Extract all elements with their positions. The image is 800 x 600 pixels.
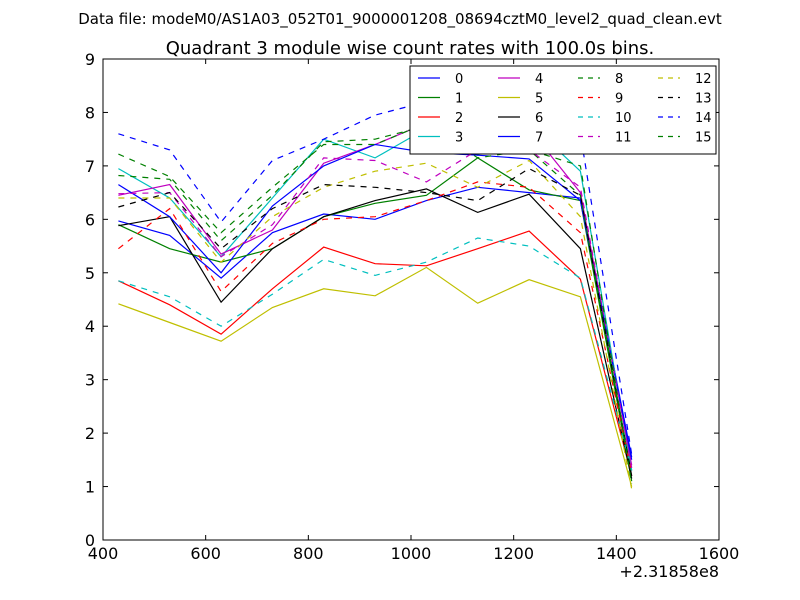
legend-label-2: 2 — [455, 111, 463, 126]
series-line-15 — [118, 122, 633, 484]
legend-label-1: 1 — [455, 92, 463, 107]
y-tick-label: 1 — [85, 478, 95, 497]
x-tick-label: 600 — [190, 544, 221, 563]
legend-label-4: 4 — [535, 72, 543, 87]
legend-label-8: 8 — [615, 72, 623, 87]
x-tick-label: 400 — [88, 544, 119, 563]
series-line-11 — [118, 149, 633, 469]
legend-box — [409, 65, 717, 155]
legend-label-5: 5 — [535, 92, 543, 107]
x-tick-label: 800 — [293, 544, 324, 563]
chart-suptitle: Data file: modeM0/AS1A03_052T01_90000012… — [78, 10, 722, 29]
y-tick-label: 5 — [85, 264, 95, 283]
y-tick-label: 2 — [85, 424, 95, 443]
y-tick-label: 9 — [85, 50, 95, 69]
series-line-1 — [118, 157, 633, 482]
series-line-7 — [118, 143, 633, 460]
y-tick-label: 6 — [85, 210, 95, 229]
legend-label-15: 15 — [695, 131, 712, 146]
legend-label-9: 9 — [615, 92, 623, 107]
x-tick-label: 1000 — [391, 544, 432, 563]
plot-area — [118, 101, 633, 490]
y-tick-label: 8 — [85, 103, 95, 122]
legend-label-3: 3 — [455, 131, 463, 146]
series-line-2 — [118, 230, 633, 477]
x-tick-label: 1200 — [493, 544, 534, 563]
y-tick-label: 7 — [85, 157, 95, 176]
chart-title: Quadrant 3 module wise count rates with … — [166, 38, 655, 59]
series-line-12 — [118, 159, 633, 490]
legend-label-0: 0 — [455, 72, 463, 87]
series-line-13 — [118, 167, 633, 477]
series-line-5 — [118, 266, 633, 487]
series-line-10 — [118, 237, 633, 471]
series-line-9 — [118, 181, 633, 474]
x-offset-label: +2.31858e8 — [619, 562, 719, 581]
series-line-0 — [118, 186, 633, 458]
y-tick-label: 0 — [85, 531, 95, 550]
legend-label-6: 6 — [535, 111, 543, 126]
series-line-8 — [118, 125, 633, 477]
legend-label-12: 12 — [695, 72, 712, 87]
series-line-14 — [118, 101, 633, 455]
legend-label-10: 10 — [615, 111, 632, 126]
x-tick-label: 1600 — [699, 544, 740, 563]
legend-label-14: 14 — [695, 111, 712, 126]
legend-label-11: 11 — [615, 131, 632, 146]
legend-label-13: 13 — [695, 92, 712, 107]
series-line-6 — [118, 188, 633, 479]
x-tick-label: 1400 — [596, 544, 637, 563]
y-tick-label: 4 — [85, 317, 95, 336]
legend-label-7: 7 — [535, 131, 543, 146]
y-tick-label: 3 — [85, 371, 95, 390]
